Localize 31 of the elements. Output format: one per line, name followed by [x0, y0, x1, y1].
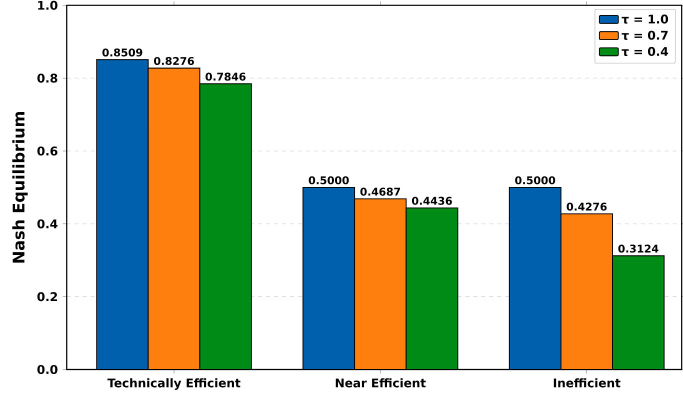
y-axis-title: Nash Equilibrium [12, 112, 28, 263]
bar [406, 208, 458, 370]
bar [148, 68, 200, 370]
y-tick-label: 0.4 [37, 219, 58, 228]
x-tick-label: Technically Efficient [107, 378, 240, 390]
data-label: 0.3124 [618, 244, 658, 253]
data-label: 0.5000 [308, 176, 349, 184]
bar [200, 84, 252, 370]
x-tick-label: Inefficient [554, 378, 620, 388]
y-tick-label: 0.2 [37, 292, 57, 302]
data-label: 0.4436 [412, 196, 452, 205]
y-tick-label: 0.8 [37, 74, 58, 83]
legend-label: τ = 0.7 [622, 30, 668, 40]
data-label: 0.8276 [154, 57, 194, 66]
legend-label: τ = 1.0 [622, 14, 668, 24]
y-tick-label: 0.0 [37, 365, 58, 374]
legend-label: τ = 0.4 [622, 46, 668, 56]
data-label: 0.7846 [206, 72, 246, 81]
bar [96, 60, 148, 370]
x-tick-label: Near Efficient [336, 378, 426, 388]
bar [354, 198, 407, 370]
bar [560, 213, 613, 370]
data-label: 0.4276 [566, 202, 607, 211]
bar [612, 255, 665, 370]
data-label: 0.4687 [360, 188, 400, 196]
bar [508, 187, 562, 370]
y-tick-label: 0.6 [37, 146, 58, 156]
data-label: 0.8509 [102, 48, 142, 57]
bar [302, 187, 356, 370]
data-label: 0.5000 [515, 176, 556, 184]
y-tick-label: 1.0 [38, 0, 58, 10]
